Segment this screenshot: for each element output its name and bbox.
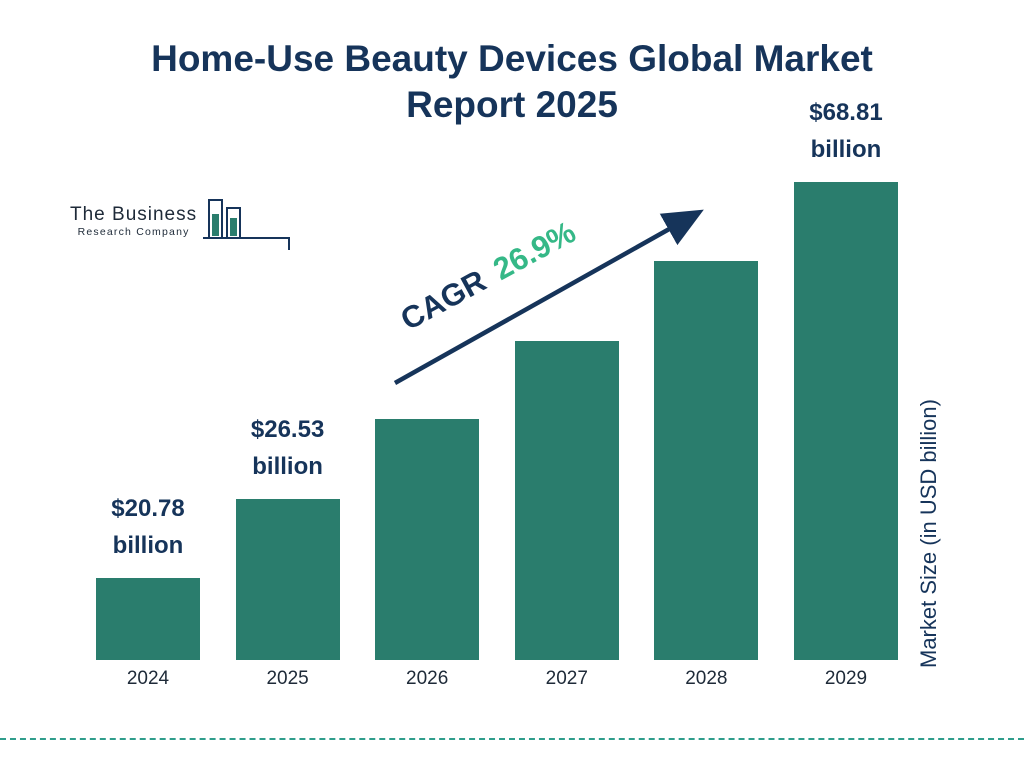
value-amount: $26.53 [250,415,325,443]
value-label-2029: $68.81 billion [809,94,882,168]
y-axis-label: Market Size (in USD billion) [916,399,941,668]
bar-column-2028 [654,261,759,660]
bar-2027 [514,341,619,660]
bar-column-2027 [514,341,619,660]
value-unit: billion [810,135,882,163]
company-logo-text: The Business Research Company [70,204,197,238]
bar-column-2029: $68.81 billion [793,94,898,660]
value-amount: $68.81 [809,98,883,126]
value-unit: billion [112,531,184,559]
x-axis-labels: 2024 2025 2026 2027 2028 2029 [96,668,898,690]
x-tick-2025: 2025 [266,668,309,689]
value-unit: billion [252,452,323,480]
x-tick-2027: 2027 [545,668,588,689]
bar-2025 [235,499,340,660]
company-logo: The Business Research Company [70,196,293,263]
value-amount: $20.78 [111,494,185,522]
bar-2029 [793,182,898,660]
bar-chart: $20.78 billion $26.53 billion $68.81 bil… [96,99,898,660]
bar-column-2024: $20.78 billion [96,490,200,660]
bar-chart-logo-icon [201,196,293,263]
value-label-2025: $26.53 billion [251,411,324,485]
logo-line2: Research Company [77,226,190,238]
value-label-2024: $20.78 billion [111,490,184,564]
chart-title: Home-Use Beauty Devices Global Market Re… [151,38,873,126]
x-tick-2029: 2029 [824,668,868,689]
bar-2024 [96,578,200,660]
logo-line1: The Business [70,204,198,225]
x-tick-2028: 2028 [685,668,728,689]
bar-2026 [375,419,480,660]
x-tick-2024: 2024 [126,668,170,689]
x-tick-2026: 2026 [406,668,449,689]
bar-column-2025: $26.53 billion [235,411,340,660]
bar-2028 [654,261,759,660]
bar-column-2026 [375,419,480,660]
bottom-dashed-divider [0,738,1024,740]
